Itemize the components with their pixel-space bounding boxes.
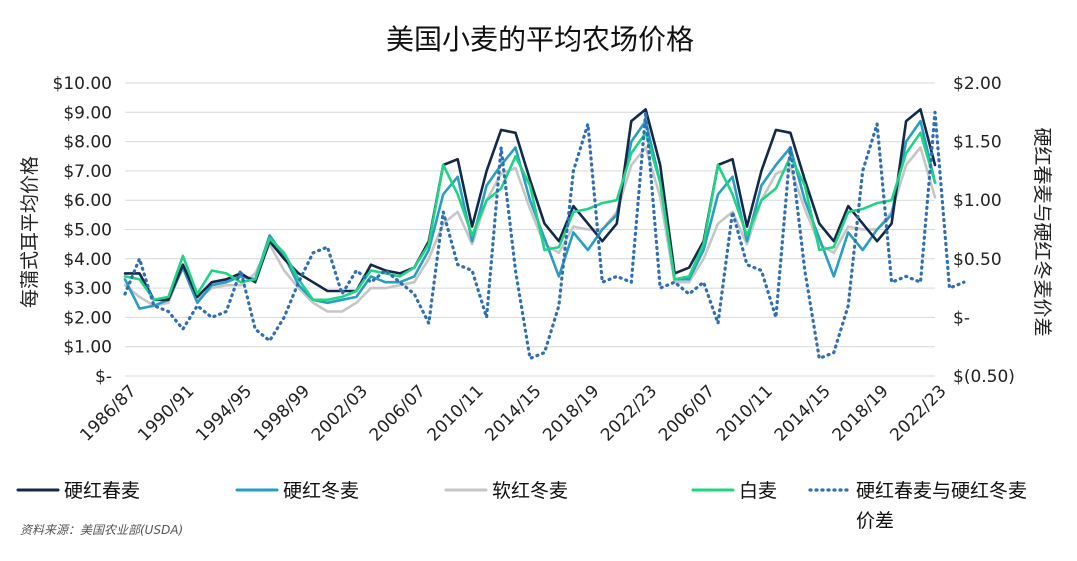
x-tick-label: 2014/15 <box>481 381 545 445</box>
legend-label-srw: 软红冬麦 <box>492 480 568 502</box>
left-tick-label: $5.00 <box>63 221 112 241</box>
legend-label-white: 白麦 <box>739 480 777 502</box>
right-tick-label: $- <box>953 308 970 328</box>
right-tick-label: $0.50 <box>953 250 1002 270</box>
left-tick-label: $4.00 <box>63 250 112 270</box>
legend-label-spread: 硬红春麦与硬红冬麦 <box>856 480 1027 502</box>
left-tick-label: $2.00 <box>63 308 112 328</box>
left-tick-label: $7.00 <box>63 162 112 182</box>
right-tick-label: $(0.50) <box>953 367 1015 387</box>
right-tick-label: $1.00 <box>953 191 1002 211</box>
x-tick-label: 1998/99 <box>250 381 314 445</box>
right-tick-label: $1.50 <box>953 133 1002 153</box>
right-y-axis: $2.00 $1.50 $1.00 $0.50 $- $(0.50) <box>953 74 1015 387</box>
chart-title: 美国小麦的平均农场价格 <box>386 23 694 56</box>
right-tick-label: $2.00 <box>953 74 1002 94</box>
x-axis: 1986/871990/911994/951998/992002/032006/… <box>76 381 950 445</box>
series-lines <box>123 108 966 360</box>
left-tick-label: $- <box>95 367 112 387</box>
x-tick-label: 1994/95 <box>192 381 256 445</box>
series-line-white <box>123 131 937 302</box>
x-tick-label: 2022/23 <box>886 381 950 445</box>
left-tick-label: $1.00 <box>63 338 112 358</box>
legend-label-hrw: 硬红冬麦 <box>283 480 359 502</box>
x-tick-label: 2006/07 <box>655 381 719 445</box>
legend: 硬红春麦 硬红冬麦 软红冬麦 白麦 硬红春麦与硬红冬麦价差 <box>16 480 1027 532</box>
left-tick-label: $8.00 <box>63 133 112 153</box>
x-tick-label: 2014/15 <box>771 381 835 445</box>
left-tick-label: $9.00 <box>63 103 112 123</box>
left-y-axis: $10.00 $9.00 $8.00 $7.00 $6.00 $5.00 $4.00 $3.0… <box>53 74 112 387</box>
x-tick-label: 2002/03 <box>308 381 372 445</box>
x-tick-label: 2010/11 <box>424 381 488 445</box>
right-axis-title: 硬红春麦与硬红冬麦价差 <box>1031 127 1053 336</box>
left-tick-label: $6.00 <box>63 191 112 211</box>
x-tick-label: 2022/23 <box>597 381 661 445</box>
left-tick-label: $3.00 <box>63 279 112 299</box>
x-tick-label: 2010/11 <box>713 381 777 445</box>
source-note: 资料来源：美国农业部(USDA) <box>20 523 183 537</box>
series-line-hrs <box>123 108 937 302</box>
legend-label-hrs: 硬红春麦 <box>64 480 140 502</box>
left-tick-label: $10.00 <box>53 74 112 94</box>
x-tick-label: 2006/07 <box>366 381 430 445</box>
x-tick-label: 2018/19 <box>539 381 603 445</box>
left-axis-title: 每蒲式耳平均价格 <box>19 156 41 308</box>
x-tick-label: 1990/91 <box>134 381 198 445</box>
x-tick-label: 1986/87 <box>76 381 140 445</box>
series-line-spread <box>123 110 966 360</box>
legend-label-spread-line2: 价差 <box>856 510 894 532</box>
x-tick-label: 2018/19 <box>829 381 893 445</box>
